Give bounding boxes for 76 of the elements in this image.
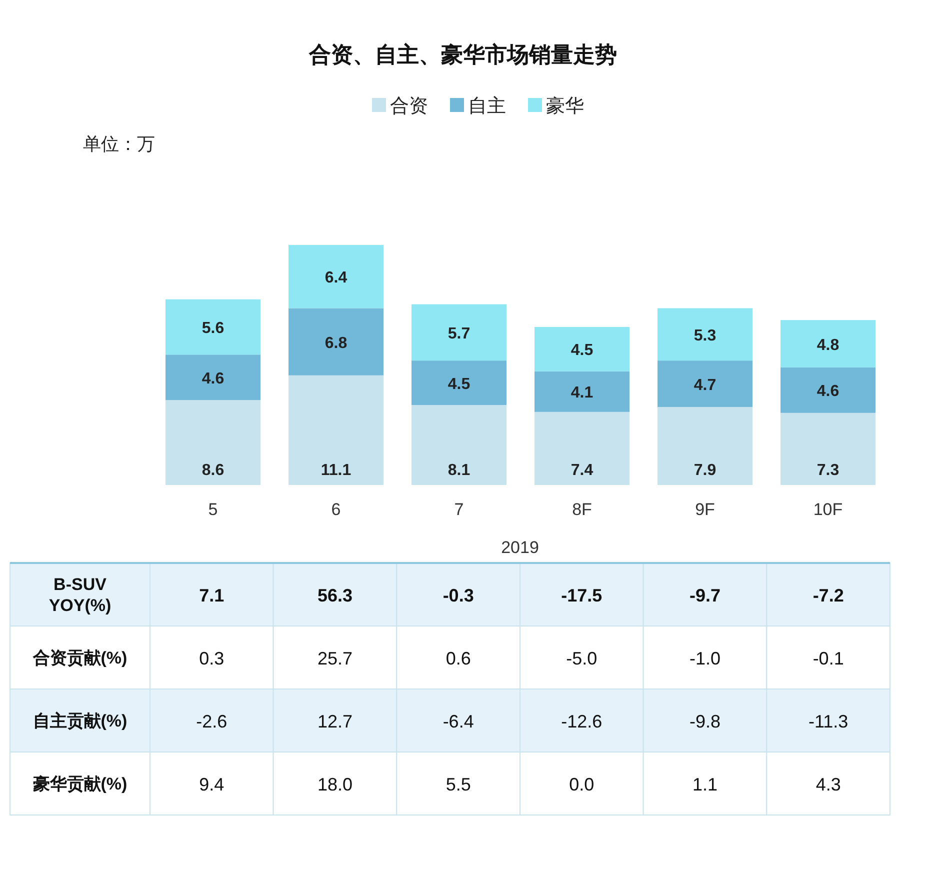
y-tick-label: B-SUV YOY(%) [48,575,112,615]
y-tick-label: 合资贡献(%) [32,648,128,668]
data-label: 6.8 [324,334,348,352]
data-label: -6.4 [442,712,474,732]
bar [166,299,260,355]
bar [780,412,876,485]
chart-title: 合资、自主、豪华市场销量走势 [308,42,617,67]
data-label: 25.7 [317,648,353,668]
data-label: 4.6 [202,370,224,388]
data-label: 1.1 [692,774,718,794]
data-label: -9.8 [689,712,721,732]
bar [412,304,506,361]
bar [288,308,384,376]
data-label: 7.3 [816,462,840,479]
data-label: -17.5 [561,586,602,606]
data-label: 0.6 [446,648,471,668]
data-label: 8.1 [448,462,470,479]
legend-label: 自主 [468,95,506,117]
data-label: 5.7 [448,325,470,342]
data-label: 7.9 [694,462,716,479]
data-label: 4.3 [816,774,841,794]
data-label: 5.6 [202,320,224,337]
bar [534,371,630,412]
data-label: 0.3 [199,648,224,668]
data-label: -2.6 [196,712,228,732]
data-label: 6.4 [324,270,348,287]
data-label: 7.4 [570,462,594,479]
bar [658,360,752,407]
data-label: 4.6 [816,383,840,400]
legend-label: 豪华 [546,96,584,117]
data-label: -12.6 [561,712,602,732]
data-label: -5.0 [566,648,598,668]
bar [412,405,506,485]
bar [534,326,630,372]
data-label: 4.1 [570,384,594,402]
data-label: 5.5 [446,774,471,794]
bar [780,320,876,368]
data-label: 12.7 [317,712,353,732]
data-label: -0.3 [442,586,474,606]
bar [412,360,506,405]
bar [658,406,752,485]
data-label: 9.4 [199,774,224,794]
data-label: 18.0 [317,774,353,794]
text: 单位：万 [83,134,155,154]
bar [288,375,384,485]
data-label: -7.2 [812,586,844,606]
data-label: 4.8 [816,336,840,354]
x-axis-title: 2019 [501,538,539,557]
bar [534,412,630,485]
bar [166,400,260,485]
bar [780,367,876,413]
data-label: -9.7 [689,586,721,606]
legend-label: 合资 [390,96,428,117]
bar [166,354,260,400]
data-label: -11.3 [808,712,848,732]
x-tick-label: 7 [454,500,464,519]
y-tick-label: 豪华贡献(%) [32,774,128,794]
data-label: 4.5 [448,376,470,393]
data-label: 4.7 [694,376,716,394]
data-label: 56.3 [317,586,353,606]
data-label: 5.3 [694,327,716,344]
data-label: 0.0 [569,774,594,794]
data-label: 8.6 [202,462,224,479]
x-tick-label: 9F [695,500,715,519]
data-label: 7.1 [199,586,224,606]
bar [288,245,384,308]
data-label: 11.1 [320,462,352,479]
x-tick-label: 5 [208,500,218,519]
x-tick-label: 8F [572,500,592,519]
x-tick-label: 10F [813,500,843,519]
data-label: -0.1 [812,648,844,668]
data-label: -1.0 [689,648,721,668]
y-tick-label: 自主贡献(%) [32,712,128,730]
x-tick-label: 6 [331,500,341,519]
data-label: 4.5 [570,342,594,360]
bar [658,308,752,361]
